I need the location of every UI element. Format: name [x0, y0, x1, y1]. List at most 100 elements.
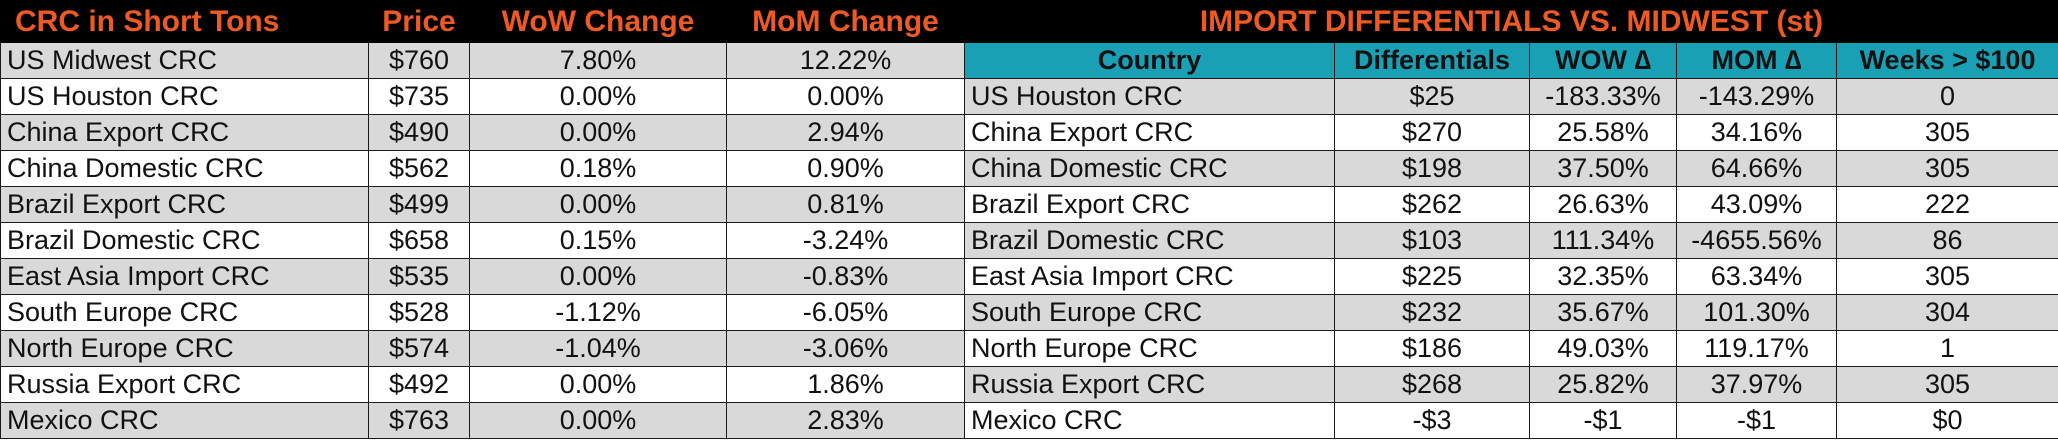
value-cell: 63.34% [1676, 258, 1837, 295]
row-label-cell: South Europe CRC [964, 294, 1335, 331]
value-cell: $499 [368, 186, 470, 223]
row-label-cell: East Asia Import CRC [964, 258, 1335, 295]
row-label-cell: US Houston CRC [964, 78, 1335, 115]
value-cell: 1 [1835, 330, 2058, 367]
value-cell: -6.05% [726, 294, 965, 331]
value-cell: -3.06% [726, 330, 965, 367]
value-cell: 0.18% [469, 150, 727, 187]
value-cell: 119.17% [1676, 330, 1837, 367]
value-cell: $262 [1334, 186, 1530, 223]
value-cell: 101.30% [1676, 294, 1837, 331]
value-cell: 37.50% [1529, 150, 1677, 187]
value-cell: $25 [1334, 78, 1530, 115]
value-cell: 2.83% [726, 402, 965, 439]
country-header: Country [964, 42, 1335, 79]
value-cell: 12.22% [726, 42, 965, 79]
row-label-cell: US Midwest CRC [0, 42, 369, 79]
table-row: Russia Export CRC $268 25.82% 37.97% 305 [964, 366, 2058, 403]
value-cell: 0.00% [469, 78, 727, 115]
value-cell: $268 [1334, 366, 1530, 403]
table-row: China Export CRC $270 25.58% 34.16% 305 [964, 114, 2058, 151]
value-cell: 305 [1835, 150, 2058, 187]
value-cell: 0 [1835, 78, 2058, 115]
value-cell: -183.33% [1529, 78, 1677, 115]
crc-price-table-panel: CRC in Short Tons Price WoW Change MoM C… [0, 0, 965, 439]
value-cell: 0.00% [469, 258, 727, 295]
value-cell: $490 [368, 114, 470, 151]
value-cell: 43.09% [1676, 186, 1837, 223]
row-label-cell: China Export CRC [964, 114, 1335, 151]
table-row: Brazil Export CRC $262 26.63% 43.09% 222 [964, 186, 2058, 223]
crc-price-table-title-row: CRC in Short Tons Price WoW Change MoM C… [0, 0, 965, 43]
table-row: US Houston CRC $735 0.00% 0.00% [0, 78, 965, 115]
value-cell: -4655.56% [1676, 222, 1837, 259]
table-row: US Midwest CRC $760 7.80% 12.22% [0, 42, 965, 79]
table-row: US Houston CRC $25 -183.33% -143.29% 0 [964, 78, 2058, 115]
value-cell: $103 [1334, 222, 1530, 259]
value-cell: 25.82% [1529, 366, 1677, 403]
row-label-cell: North Europe CRC [964, 330, 1335, 367]
crc-price-table: CRC in Short Tons Price WoW Change MoM C… [0, 0, 965, 439]
mom-delta-header: MOM ∆ [1676, 42, 1837, 79]
value-cell: 0.00% [469, 402, 727, 439]
table-row: Russia Export CRC $492 0.00% 1.86% [0, 366, 965, 403]
import-differentials-header-row: Country Differentials WOW ∆ MOM ∆ Weeks … [964, 42, 2058, 79]
row-label-cell: China Export CRC [0, 114, 369, 151]
table-row: China Export CRC $490 0.00% 2.94% [0, 114, 965, 151]
table-row: Brazil Domestic CRC $103 111.34% -4655.56% 8… [964, 222, 2058, 259]
value-cell: $186 [1334, 330, 1530, 367]
value-cell: -143.29% [1676, 78, 1837, 115]
wow-change-header: WoW Change [469, 0, 727, 43]
value-cell: $225 [1334, 258, 1530, 295]
value-cell: 305 [1835, 114, 2058, 151]
value-cell: 32.35% [1529, 258, 1677, 295]
table-row: North Europe CRC $186 49.03% 119.17% 1 [964, 330, 2058, 367]
import-differentials-title-row: IMPORT DIFFERENTIALS VS. MIDWEST (st) [963, 0, 2058, 43]
differentials-header: Differentials [1334, 42, 1530, 79]
value-cell: 7.80% [469, 42, 727, 79]
wow-delta-header: WOW ∆ [1529, 42, 1677, 79]
value-cell: 305 [1835, 258, 2058, 295]
table-row: Mexico CRC -$3 -$1 -$1 $0 [964, 402, 2058, 439]
value-cell: -$3 [1334, 402, 1530, 439]
row-label-cell: Russia Export CRC [0, 366, 369, 403]
value-cell: 2.94% [726, 114, 965, 151]
value-cell: -1.12% [469, 294, 727, 331]
row-label-cell: North Europe CRC [0, 330, 369, 367]
row-label-cell: Brazil Export CRC [0, 186, 369, 223]
row-label-cell: East Asia Import CRC [0, 258, 369, 295]
value-cell: $763 [368, 402, 470, 439]
value-cell: 0.00% [469, 186, 727, 223]
value-cell: 37.97% [1676, 366, 1837, 403]
value-cell: 0.00% [726, 78, 965, 115]
table-row: Brazil Domestic CRC $658 0.15% -3.24% [0, 222, 965, 259]
table-row: China Domestic CRC $562 0.18% 0.90% [0, 150, 965, 187]
value-cell: 64.66% [1676, 150, 1837, 187]
value-cell: $760 [368, 42, 470, 79]
value-cell: $198 [1334, 150, 1530, 187]
value-cell: 111.34% [1529, 222, 1677, 259]
table-row: South Europe CRC $528 -1.12% -6.05% [0, 294, 965, 331]
table-row: China Domestic CRC $198 37.50% 64.66% 305 [964, 150, 2058, 187]
value-cell: 0.81% [726, 186, 965, 223]
value-cell: 49.03% [1529, 330, 1677, 367]
value-cell: 0.15% [469, 222, 727, 259]
value-cell: $658 [368, 222, 470, 259]
row-label-cell: Brazil Domestic CRC [964, 222, 1335, 259]
value-cell: 34.16% [1676, 114, 1837, 151]
value-cell: -1.04% [469, 330, 727, 367]
value-cell: 86 [1835, 222, 2058, 259]
table-row: East Asia Import CRC $225 32.35% 63.34% 305 [964, 258, 2058, 295]
row-label-cell: China Domestic CRC [0, 150, 369, 187]
value-cell: -$1 [1676, 402, 1837, 439]
crc-title-header: CRC in Short Tons [0, 0, 369, 43]
value-cell: 305 [1835, 366, 2058, 403]
value-cell: $574 [368, 330, 470, 367]
import-differentials-table-panel: IMPORT DIFFERENTIALS VS. MIDWEST (st) Co… [963, 0, 2058, 439]
value-cell: 0.00% [469, 114, 727, 151]
value-cell: -3.24% [726, 222, 965, 259]
value-cell: 1.86% [726, 366, 965, 403]
row-label-cell: Brazil Export CRC [964, 186, 1335, 223]
import-differentials-table: IMPORT DIFFERENTIALS VS. MIDWEST (st) Co… [963, 0, 2058, 439]
value-cell: $270 [1334, 114, 1530, 151]
